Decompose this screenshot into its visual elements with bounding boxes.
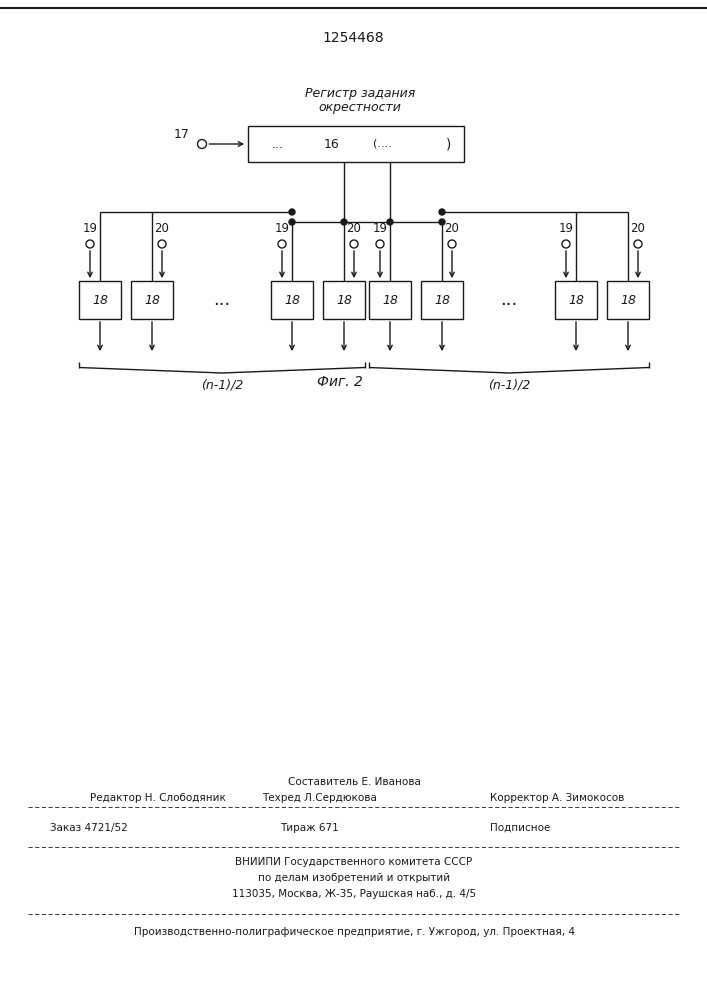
Text: 16: 16 <box>324 137 340 150</box>
Text: ВНИИПИ Государственного комитета СССР: ВНИИПИ Государственного комитета СССР <box>235 857 472 867</box>
Bar <box>421 281 463 319</box>
Bar <box>131 281 173 319</box>
Text: окрестности: окрестности <box>319 102 402 114</box>
Bar <box>248 126 464 162</box>
Text: 20: 20 <box>155 223 170 235</box>
Circle shape <box>341 219 347 225</box>
Text: 18: 18 <box>92 294 108 306</box>
Text: (n-1)/2: (n-1)/2 <box>201 378 243 391</box>
Text: 17: 17 <box>174 128 190 141</box>
Text: 113035, Москва, Ж-35, Раушская наб., д. 4/5: 113035, Москва, Ж-35, Раушская наб., д. … <box>232 889 476 899</box>
Text: 18: 18 <box>568 294 584 306</box>
Text: Тираж 671: Тираж 671 <box>280 823 339 833</box>
Text: (n-1)/2: (n-1)/2 <box>488 378 530 391</box>
Circle shape <box>289 219 295 225</box>
Text: Составитель Е. Иванова: Составитель Е. Иванова <box>288 777 421 787</box>
Text: 18: 18 <box>620 294 636 306</box>
Bar <box>271 281 313 319</box>
Text: 1254468: 1254468 <box>322 31 384 45</box>
Text: 19: 19 <box>83 223 98 235</box>
Bar <box>79 281 121 319</box>
Text: 18: 18 <box>382 294 398 306</box>
Text: Подписное: Подписное <box>490 823 550 833</box>
Circle shape <box>387 219 393 225</box>
Text: Фиг. 2: Фиг. 2 <box>317 375 363 389</box>
Text: Корректор А. Зимокосов: Корректор А. Зимокосов <box>490 793 624 803</box>
Bar <box>369 281 411 319</box>
Bar <box>323 281 365 319</box>
Text: Производственно-полиграфическое предприятие, г. Ужгород, ул. Проектная, 4: Производственно-полиграфическое предприя… <box>134 927 575 937</box>
Text: 19: 19 <box>274 223 289 235</box>
Text: ): ) <box>446 137 452 151</box>
Circle shape <box>289 209 295 215</box>
Text: Регистр задания: Регистр задания <box>305 88 415 101</box>
Text: 18: 18 <box>434 294 450 306</box>
Text: 19: 19 <box>559 223 573 235</box>
Text: ...: ... <box>501 291 518 309</box>
Text: ...: ... <box>272 137 284 150</box>
Text: 20: 20 <box>346 223 361 235</box>
Text: 20: 20 <box>445 223 460 235</box>
Text: (....: (.... <box>373 139 392 149</box>
Text: 19: 19 <box>373 223 387 235</box>
Bar <box>607 281 649 319</box>
Circle shape <box>439 219 445 225</box>
Text: ...: ... <box>214 291 230 309</box>
Text: по делам изобретений и открытий: по делам изобретений и открытий <box>258 873 450 883</box>
Text: Заказ 4721/52: Заказ 4721/52 <box>50 823 128 833</box>
Text: 18: 18 <box>336 294 352 306</box>
Text: Техред Л.Сердюкова: Техред Л.Сердюкова <box>262 793 377 803</box>
Text: 18: 18 <box>284 294 300 306</box>
Text: 18: 18 <box>144 294 160 306</box>
Bar <box>555 281 597 319</box>
Text: 20: 20 <box>631 223 645 235</box>
Circle shape <box>439 209 445 215</box>
Text: Редактор Н. Слободяник: Редактор Н. Слободяник <box>90 793 226 803</box>
